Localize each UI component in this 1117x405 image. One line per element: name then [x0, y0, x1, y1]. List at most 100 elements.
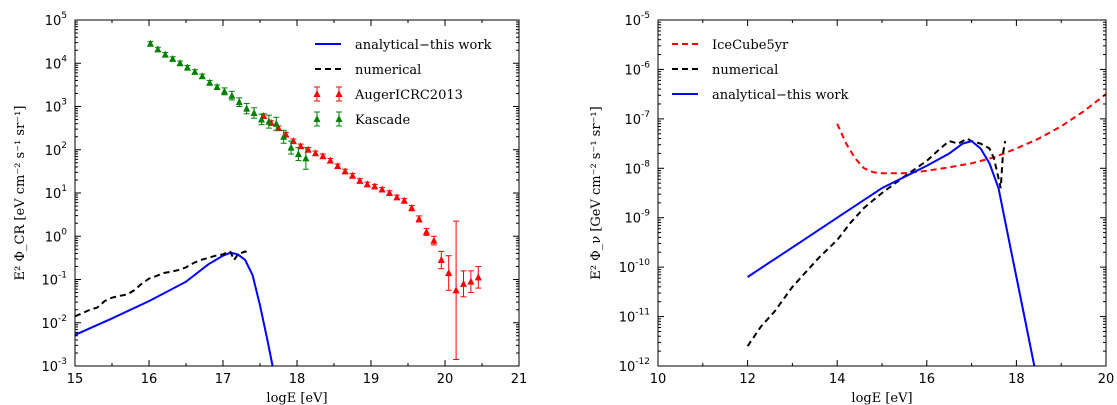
- right-y-tick-label: 10-9: [624, 209, 650, 227]
- left-x-tick-label: 16: [141, 372, 158, 387]
- right-x-tick-label: 20: [1098, 372, 1115, 387]
- left-series-augericrc2013-point: [312, 149, 319, 157]
- right-legend: IceCube5yr numerical analytical−this work: [672, 38, 849, 103]
- left-series-augericrc2013-point: [378, 185, 386, 193]
- left-series-augericrc2013-point: [349, 171, 356, 179]
- left-x-tick-label: 21: [511, 372, 528, 387]
- left-y-tick-label: 105: [45, 11, 67, 29]
- left-y-tick-label: 100: [45, 227, 68, 245]
- left-series-kascade-point: [198, 72, 206, 80]
- left-y-tick-label: 10-1: [41, 271, 67, 289]
- left-series-kascade-point: [294, 150, 302, 158]
- left-series-augericrc2013-legend-label: AugerICRC2013: [354, 88, 463, 103]
- left-series-numerical-line: [75, 250, 250, 318]
- left-ticks: 15 16 17 18 19 20 21 10-3 10-2 10-1 100 101 102 103 10…: [41, 11, 527, 387]
- left-series-kascade-point: [183, 63, 191, 71]
- left-x-tick-label: 20: [437, 372, 454, 387]
- right-y-tick-label: 10-8: [624, 159, 650, 177]
- right-y-tick-label: 10-7: [624, 110, 650, 128]
- right-y-tick-label: 10-10: [619, 258, 651, 276]
- left-series-augericrc2013-point: [460, 279, 467, 287]
- right-y-axis-label: E² Φ_ν [GeV cm⁻² s⁻¹ sr⁻¹]: [589, 106, 604, 279]
- right-series-analytical-this-work-legend-label: analytical−this work: [712, 88, 849, 103]
- left-axes-frame: [74, 19, 520, 367]
- left-series-augericrc2013-point: [371, 182, 379, 190]
- left-series-kascade-point: [191, 67, 199, 75]
- left-series-augericrc2013-point: [467, 277, 475, 285]
- right-x-tick-label: 18: [1008, 372, 1025, 387]
- left-series-numerical-legend-label: numerical: [355, 63, 421, 78]
- left-legend: analytical−this work numerical AugerICRC20…: [313, 38, 492, 128]
- left-series-kascade-point: [176, 59, 184, 67]
- left-series-kascade-point: [220, 87, 228, 95]
- left-y-tick-label: 10-2: [41, 314, 67, 332]
- left-series-augericrc2013-point: [356, 176, 364, 184]
- left-series-augericrc2013-legend-marker: [335, 90, 343, 97]
- left-series-kascade-point: [302, 154, 310, 162]
- left-series-augericrc2013-point: [326, 156, 334, 164]
- left-series-kascade-legend-marker: [335, 115, 343, 122]
- left-x-tick-label: 17: [215, 372, 232, 387]
- left-series-kascade-legend-label: Kascade: [355, 113, 410, 128]
- left-series-kascade-point: [280, 132, 288, 140]
- right-y-tick-label: 10-5: [624, 11, 650, 29]
- left-series-augericrc2013-point: [319, 152, 327, 160]
- left-series-kascade-point: [161, 50, 169, 58]
- left-series-kascade-point: [257, 115, 265, 123]
- right-plot-area: [746, 93, 1106, 366]
- left-series-kascade-point: [272, 119, 280, 127]
- left-series-augericrc2013-legend-marker: [313, 90, 321, 97]
- left-series-augericrc2013-point: [393, 193, 401, 201]
- left-series-augericrc2013-point: [452, 286, 460, 294]
- left-x-tick-label: 19: [363, 372, 380, 387]
- right-series-icecube5yr-line: [836, 93, 1106, 175]
- left-series-kascade-point: [243, 104, 251, 112]
- right-y-tick-label: 10-11: [619, 308, 650, 326]
- right-y-tick-label: 10-12: [619, 357, 650, 375]
- left-series-kascade-point: [250, 108, 258, 116]
- left-series-augericrc2013-point: [363, 180, 371, 188]
- left-y-axis-label: E² Φ_CR [eV cm⁻² s⁻¹ sr⁻¹]: [13, 106, 28, 281]
- left-series-augericrc2013-point: [437, 256, 445, 264]
- left-series-analytical-this-work-line: [75, 251, 274, 366]
- left-series-augericrc2013-point: [408, 204, 416, 212]
- left-y-tick-label: 102: [45, 141, 67, 159]
- right-x-tick-label: 10: [650, 372, 667, 387]
- left-series-kascade-point: [169, 54, 177, 62]
- left-y-tick-label: 103: [45, 98, 67, 116]
- left-panel: 15 16 17 18 19 20 21 10-3 10-2 10-1 100 101 102 103 10…: [13, 11, 527, 405]
- left-series-kascade-point: [154, 45, 162, 53]
- left-plot-area: [75, 39, 482, 366]
- left-series-augericrc2013-point: [400, 196, 408, 204]
- left-series-augericrc2013-point: [445, 269, 453, 277]
- left-series-kascade-point: [287, 143, 295, 151]
- left-series-kascade-point: [213, 83, 221, 91]
- left-series-augericrc2013-point: [430, 236, 438, 244]
- right-x-axis-label: logE [eV]: [851, 391, 912, 405]
- right-x-tick-label: 12: [739, 372, 756, 387]
- left-x-tick-label: 18: [289, 372, 306, 387]
- left-y-tick-label: 10-3: [41, 357, 67, 375]
- right-x-tick-label: 14: [829, 372, 846, 387]
- left-series-augericrc2013-point: [474, 273, 482, 281]
- left-x-axis-label: logE [eV]: [266, 391, 327, 405]
- right-y-tick-label: 10-6: [624, 60, 650, 78]
- left-series-analytical-this-work-legend-label: analytical−this work: [355, 38, 492, 53]
- right-series-numerical-line: [746, 137, 1007, 347]
- left-y-tick-label: 104: [45, 54, 68, 72]
- left-series-kascade-legend-marker: [313, 115, 321, 122]
- left-series-kascade-point: [206, 78, 214, 86]
- left-y-tick-label: 101: [45, 184, 67, 202]
- right-x-tick-label: 16: [919, 372, 936, 387]
- right-series-icecube5yr-legend-label: IceCube5yr: [712, 38, 789, 53]
- left-series-augericrc2013-point: [386, 189, 393, 196]
- left-x-tick-label: 15: [67, 372, 84, 387]
- right-ticks: 10 12 14 16 18 20 10-12 10-11 10-10 10-9 10-8 10-7 1…: [619, 11, 1115, 387]
- left-series-augericrc2013-point: [423, 227, 430, 235]
- right-series-analytical-this-work-line: [747, 139, 1036, 366]
- right-series-numerical-legend-label: numerical: [712, 63, 778, 78]
- left-series-kascade-point: [228, 91, 236, 99]
- left-series-augericrc2013-point: [341, 167, 349, 175]
- left-series-augericrc2013-point: [415, 214, 423, 222]
